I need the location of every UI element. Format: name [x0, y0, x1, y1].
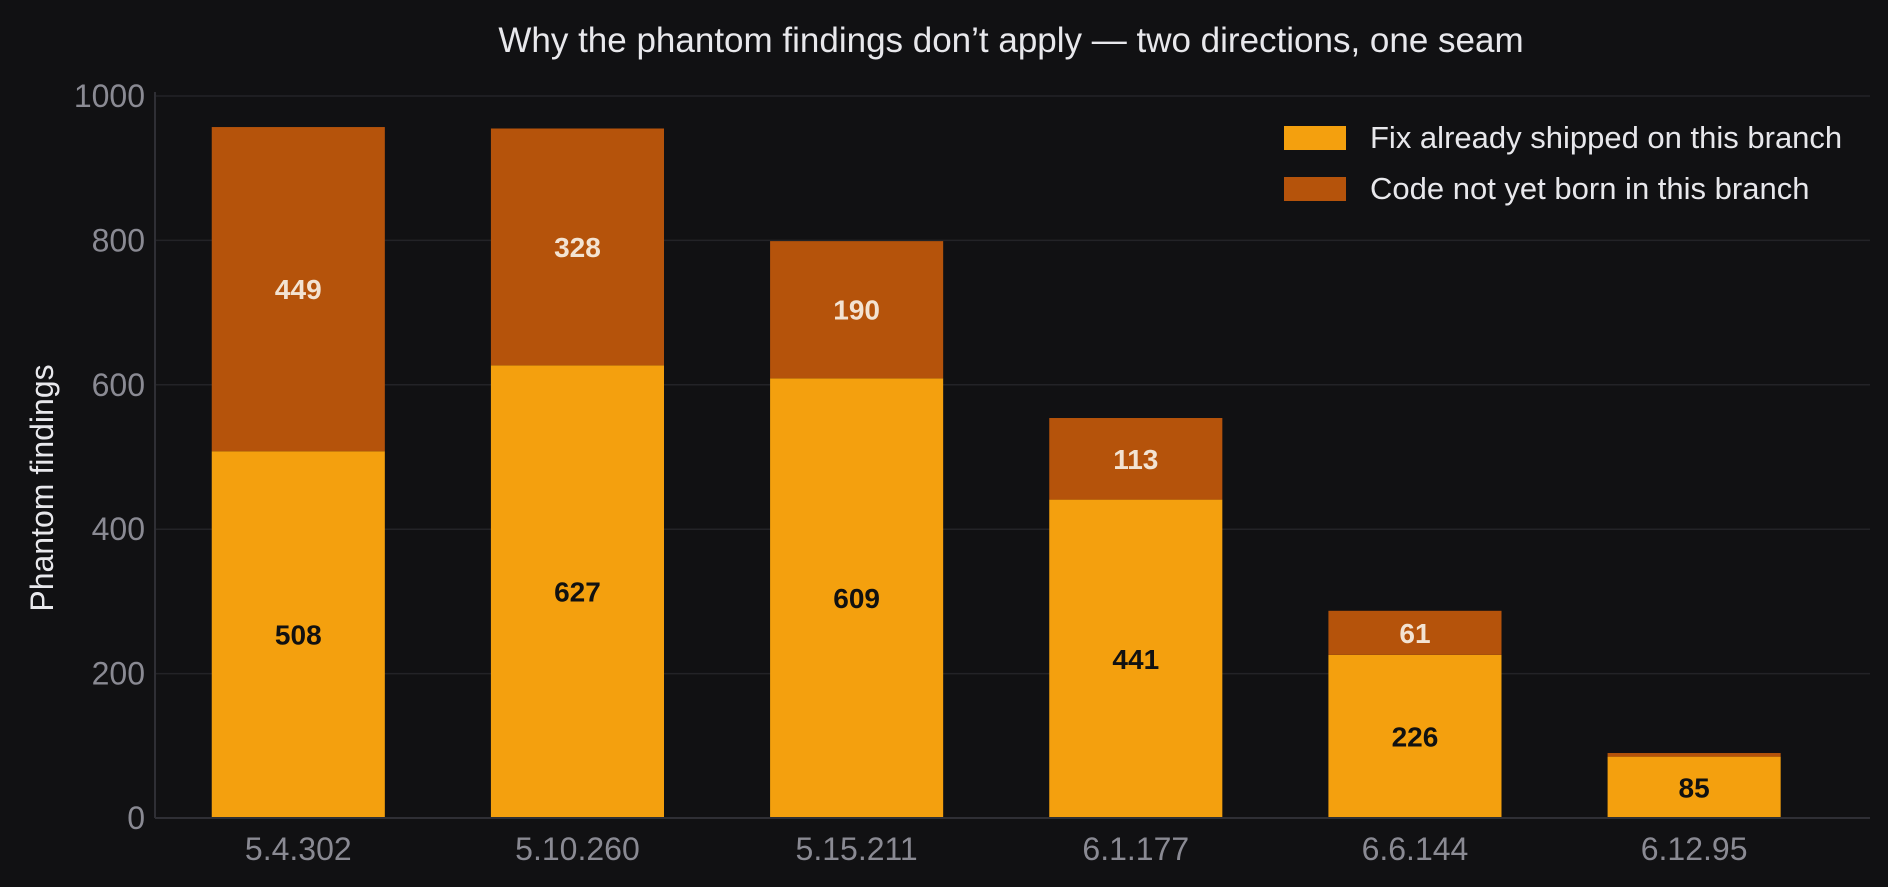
bar-value-label: 113	[1113, 444, 1158, 475]
bar-value-label: 61	[1399, 618, 1430, 649]
bar-segment	[1049, 499, 1223, 818]
bar-segment	[770, 378, 944, 818]
bar-value-label: 226	[1392, 721, 1439, 752]
legend-label: Code not yet born in this branch	[1370, 171, 1809, 206]
bar-value-label: 190	[833, 295, 880, 326]
x-tick-label: 6.6.144	[1362, 831, 1469, 867]
y-tick-label: 0	[127, 800, 145, 836]
bar-segment	[490, 128, 664, 366]
bar-segment	[490, 365, 664, 818]
y-tick-label: 600	[92, 367, 145, 403]
bars: 508 449 627 328 609 190 441 113 226 61 85	[211, 127, 1781, 818]
bar-segment	[770, 241, 944, 379]
bar-value-label: 609	[833, 583, 880, 614]
bar-segment	[1328, 654, 1502, 818]
bar-segment	[1607, 753, 1781, 757]
legend: Fix already shipped on this branch Code n…	[1284, 120, 1842, 206]
x-axis-ticks: 5.4.302 5.10.260 5.15.211 6.1.177 6.6.144 6.1…	[245, 831, 1748, 867]
bar-value-label: 85	[1679, 772, 1710, 803]
bar-segment	[1049, 418, 1223, 500]
y-tick-label: 400	[92, 511, 145, 547]
x-tick-label: 6.1.177	[1082, 831, 1189, 867]
legend-swatch	[1284, 126, 1346, 150]
bar-value-label: 627	[554, 577, 601, 608]
x-tick-label: 5.10.260	[515, 831, 640, 867]
bar-segment	[211, 451, 385, 818]
bar-segment	[1607, 756, 1781, 818]
y-axis-ticks: 0 200 400 600 800 1000	[74, 78, 145, 836]
bar-value-label: 328	[554, 232, 601, 263]
bar-segment	[1328, 610, 1502, 655]
y-tick-label: 1000	[74, 78, 145, 114]
bar-value-label: 449	[275, 274, 322, 305]
legend-label: Fix already shipped on this branch	[1370, 120, 1842, 155]
bar-segment	[211, 127, 385, 452]
y-tick-label: 200	[92, 656, 145, 692]
x-tick-label: 5.15.211	[796, 831, 918, 867]
x-tick-label: 6.12.95	[1641, 831, 1748, 867]
legend-swatch	[1284, 177, 1346, 201]
bar-value-label: 441	[1112, 644, 1159, 675]
x-tick-label: 5.4.302	[245, 831, 352, 867]
chart-title: Why the phantom findings don’t apply — t…	[498, 21, 1523, 60]
gridlines	[155, 95, 1870, 675]
y-axis-label: Phantom findings	[24, 364, 60, 611]
y-tick-label: 800	[92, 222, 145, 258]
bar-value-label: 508	[275, 620, 322, 651]
